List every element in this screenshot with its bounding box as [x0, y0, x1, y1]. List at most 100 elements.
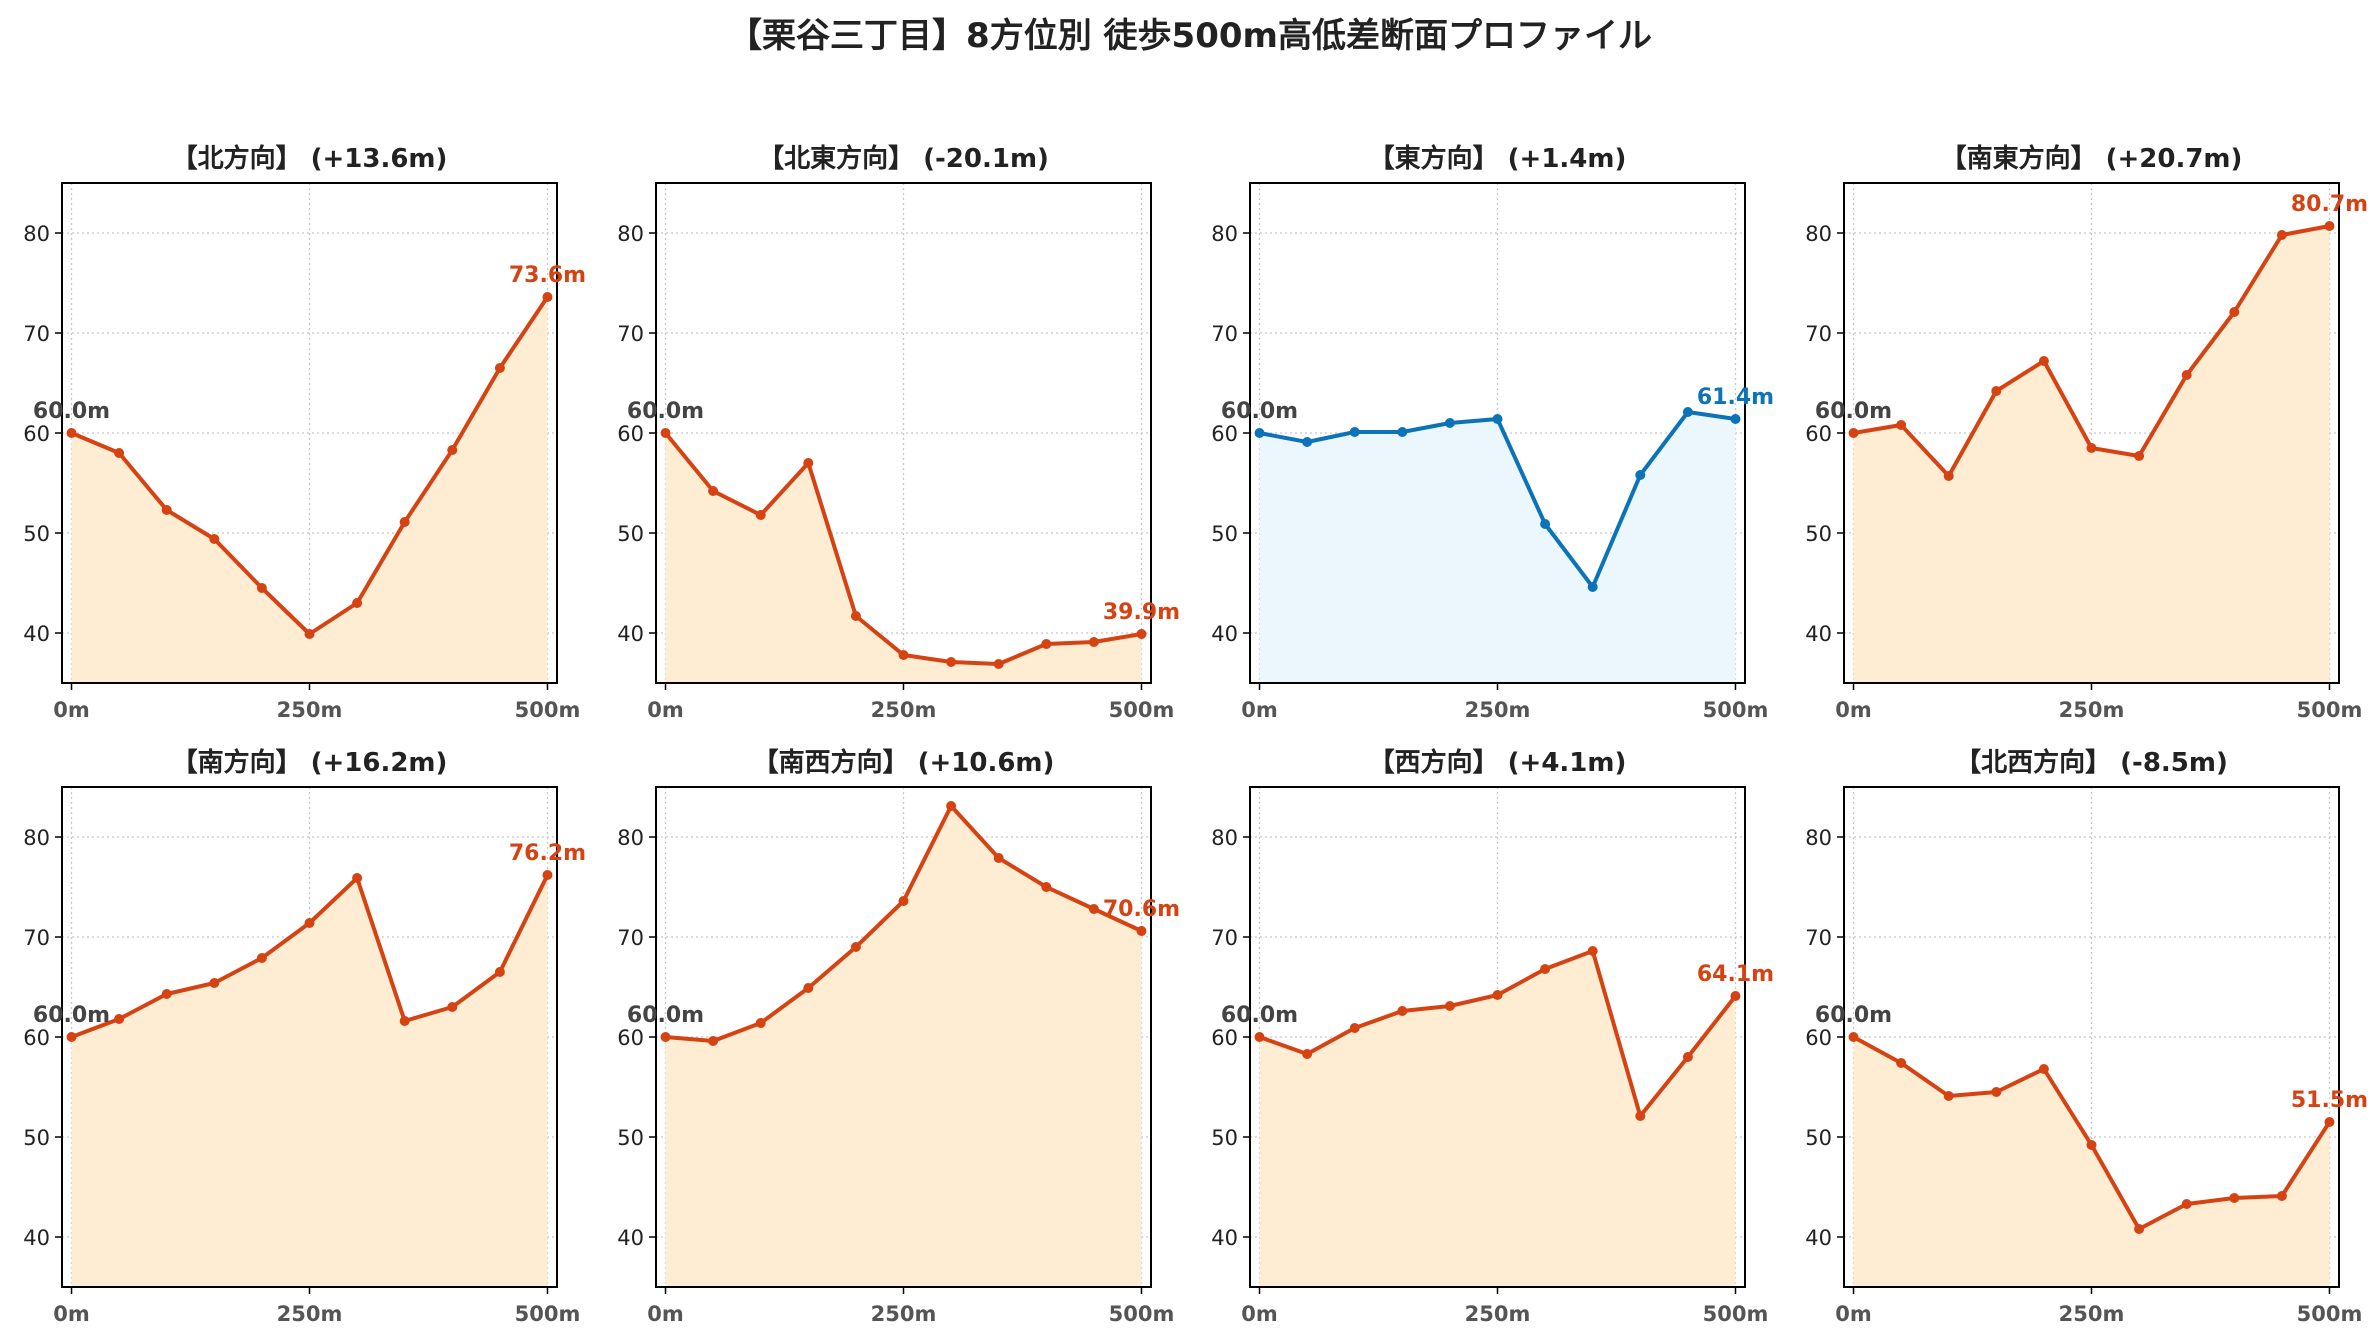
chart-panel-4: 【南東方向】 (+20.7m) 40 50 60 70 80 0m 250m 500m 60.0m…	[1805, 143, 2368, 722]
x-tick-label: 0m	[53, 1302, 90, 1326]
data-point	[1349, 1023, 1360, 1033]
end-elevation-label: 76.2m	[509, 841, 586, 866]
data-point	[256, 953, 267, 963]
x-tick-label: 250m	[2059, 698, 2125, 722]
elevation-area	[1259, 412, 1736, 683]
x-tick-label: 0m	[1835, 1302, 1872, 1326]
y-tick-label: 60	[1805, 422, 1832, 446]
x-tick-label: 500m	[515, 1302, 581, 1326]
y-tick-label: 40	[1805, 1226, 1832, 1250]
data-point	[660, 1032, 671, 1042]
data-point	[2181, 1199, 2192, 1209]
data-point	[1041, 882, 1052, 892]
data-point	[993, 853, 1004, 863]
data-point	[1587, 946, 1598, 956]
data-point	[1848, 428, 1859, 438]
data-point	[304, 918, 315, 928]
elevation-area	[665, 806, 1142, 1287]
data-point	[1136, 629, 1147, 639]
data-point	[161, 505, 172, 515]
panel-title: 【北西方向】 (-8.5m)	[1955, 747, 2228, 778]
end-elevation-label: 80.7m	[2291, 192, 2368, 217]
data-point	[1254, 1032, 1265, 1042]
start-elevation-label: 60.0m	[627, 1003, 704, 1028]
chart-panel-3: 【東方向】 (+1.4m) 40 50 60 70 80 0m 250m 500m 60.0m 61…	[1211, 143, 1774, 722]
y-tick-label: 50	[1211, 522, 1238, 546]
x-tick-label: 250m	[871, 698, 937, 722]
data-point	[114, 1014, 125, 1024]
y-tick-label: 60	[1805, 1026, 1832, 1050]
data-point	[399, 1016, 410, 1026]
data-point	[2324, 221, 2335, 231]
panel-title: 【東方向】 (+1.4m)	[1369, 143, 1627, 174]
y-tick-label: 80	[23, 222, 50, 246]
data-point	[2324, 1117, 2335, 1127]
y-tick-label: 50	[1211, 1126, 1238, 1150]
data-point	[850, 611, 861, 621]
data-point	[755, 1018, 766, 1028]
data-point	[1254, 428, 1265, 438]
y-tick-label: 40	[23, 1226, 50, 1250]
panel-title: 【北方向】 (+13.6m)	[172, 143, 448, 174]
panel-title: 【南東方向】 (+20.7m)	[1941, 143, 2243, 174]
start-elevation-label: 60.0m	[627, 399, 704, 424]
y-tick-label: 80	[1805, 222, 1832, 246]
x-tick-label: 250m	[1465, 698, 1531, 722]
data-point	[1848, 1032, 1859, 1042]
data-point	[66, 428, 77, 438]
y-tick-label: 40	[23, 622, 50, 646]
elevation-area	[71, 875, 548, 1287]
data-point	[352, 598, 363, 608]
x-tick-label: 0m	[647, 1302, 684, 1326]
y-tick-label: 60	[617, 1026, 644, 1050]
x-tick-label: 500m	[1109, 1302, 1175, 1326]
data-point	[2134, 451, 2145, 461]
x-tick-label: 250m	[277, 698, 343, 722]
data-point	[1397, 427, 1408, 437]
data-point	[1492, 990, 1503, 1000]
y-tick-label: 50	[617, 522, 644, 546]
end-elevation-label: 51.5m	[2291, 1088, 2368, 1113]
data-point	[1088, 637, 1099, 647]
data-point	[161, 989, 172, 999]
y-tick-label: 80	[23, 826, 50, 850]
data-point	[1302, 437, 1313, 447]
y-tick-label: 80	[617, 826, 644, 850]
data-point	[1540, 519, 1551, 529]
x-tick-label: 0m	[647, 698, 684, 722]
y-tick-label: 70	[617, 322, 644, 346]
x-tick-label: 500m	[2297, 1302, 2363, 1326]
x-tick-label: 0m	[1241, 1302, 1278, 1326]
data-point	[1041, 639, 1052, 649]
elevation-area	[1853, 1037, 2330, 1287]
data-point	[898, 896, 909, 906]
panel-title: 【北東方向】 (-20.1m)	[758, 143, 1049, 174]
data-point	[542, 870, 553, 880]
data-point	[1943, 471, 1954, 481]
y-tick-label: 80	[1211, 826, 1238, 850]
data-point	[399, 517, 410, 527]
y-tick-label: 70	[23, 322, 50, 346]
data-point	[803, 983, 814, 993]
chart-panel-6: 【南西方向】 (+10.6m) 40 50 60 70 80 0m 250m 500m 60.0m…	[617, 747, 1180, 1326]
x-tick-label: 500m	[2297, 698, 2363, 722]
elevation-area	[665, 433, 1142, 683]
y-tick-label: 40	[1211, 1226, 1238, 1250]
start-elevation-label: 60.0m	[33, 1003, 110, 1028]
x-tick-label: 0m	[53, 698, 90, 722]
data-point	[1635, 1111, 1646, 1121]
data-point	[209, 978, 220, 988]
y-tick-label: 50	[1805, 1126, 1832, 1150]
data-point	[1587, 582, 1598, 592]
data-point	[1136, 926, 1147, 936]
end-elevation-label: 70.6m	[1103, 897, 1180, 922]
data-point	[1397, 1006, 1408, 1016]
x-tick-label: 500m	[1109, 698, 1175, 722]
data-point	[1730, 414, 1741, 424]
data-point	[1991, 386, 2002, 396]
y-tick-label: 60	[23, 1026, 50, 1050]
data-point	[898, 650, 909, 660]
y-tick-label: 70	[23, 926, 50, 950]
data-point	[2134, 1224, 2145, 1234]
panel-title: 【南西方向】 (+10.6m)	[753, 747, 1055, 778]
